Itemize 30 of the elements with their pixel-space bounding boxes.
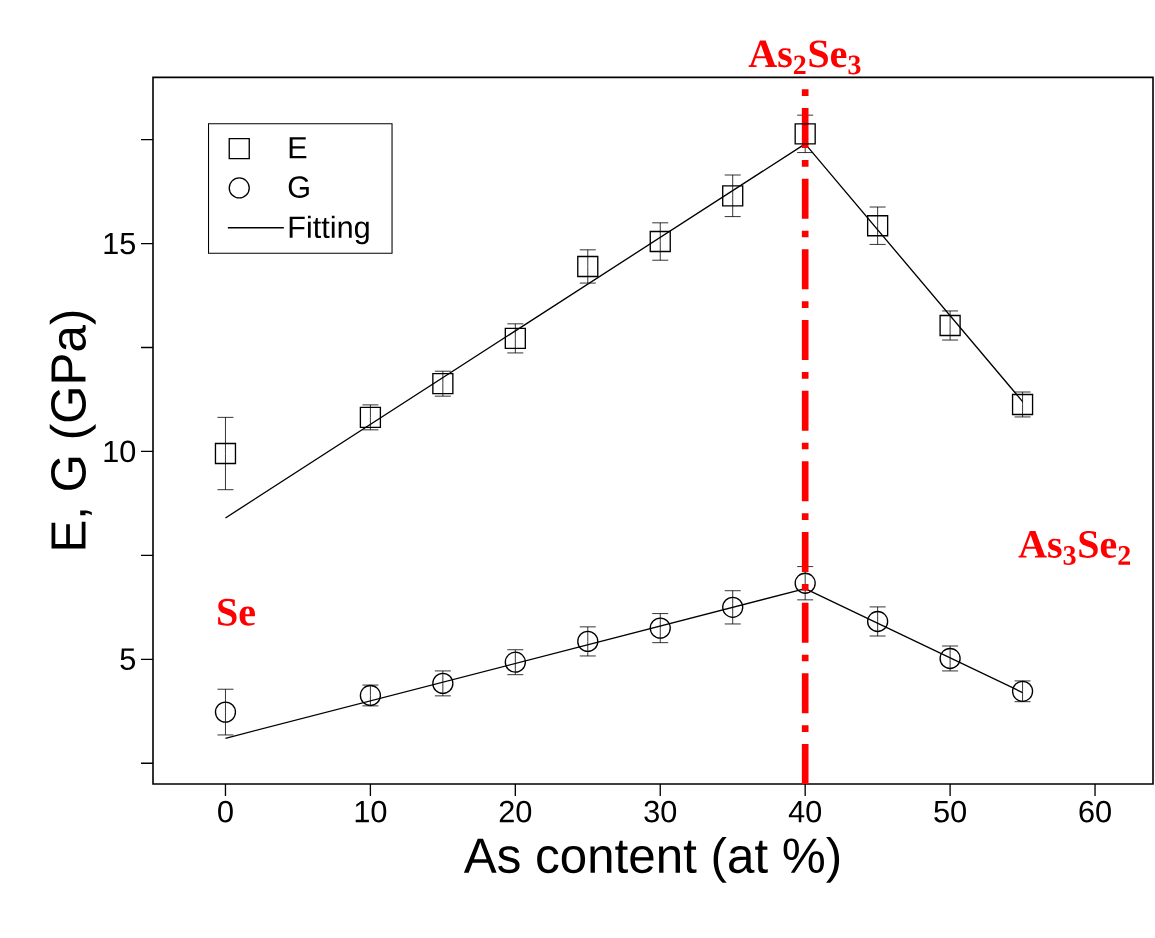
x-tick-label: 50 bbox=[934, 800, 966, 823]
point bbox=[722, 185, 744, 207]
x-tick-label: 40 bbox=[788, 800, 822, 823]
legend-label: G bbox=[288, 176, 309, 198]
point bbox=[649, 617, 671, 639]
ref-line-label: As$_{2}$Se$_{3}$ bbox=[748, 40, 861, 75]
point bbox=[649, 230, 671, 253]
point bbox=[214, 701, 237, 723]
x-tick-label: 0 bbox=[218, 800, 233, 823]
point bbox=[577, 255, 599, 278]
point bbox=[722, 596, 744, 618]
y-tick-label: 10 bbox=[104, 440, 136, 463]
point bbox=[794, 123, 816, 145]
point bbox=[577, 630, 599, 653]
y-axis-title: E, G (GPa) bbox=[49, 311, 96, 549]
legend-label: Fitting bbox=[289, 215, 369, 245]
point bbox=[214, 442, 237, 465]
y-tick-label: 15 bbox=[104, 232, 135, 255]
x-tick-label: 60 bbox=[1079, 800, 1111, 823]
y-tick-label: 5 bbox=[120, 648, 135, 670]
point bbox=[794, 572, 816, 594]
x-axis-title: As content (at %) bbox=[463, 836, 840, 883]
x-tick-label: 10 bbox=[355, 800, 387, 823]
annotation: Se bbox=[218, 598, 255, 626]
legend-label: E bbox=[289, 137, 307, 159]
x-tick-label: 30 bbox=[644, 800, 677, 823]
point bbox=[504, 327, 526, 350]
point bbox=[866, 215, 889, 237]
x-tick-label: 20 bbox=[499, 800, 532, 823]
annotation: As$_{3}$Se$_{2}$ bbox=[1018, 531, 1131, 565]
